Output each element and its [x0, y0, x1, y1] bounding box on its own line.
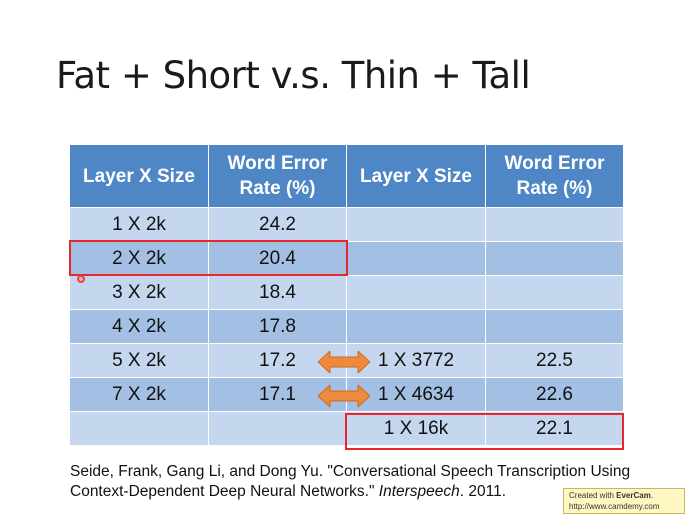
table-cell: 20.4	[208, 241, 347, 276]
table-row: 1 X 2k 24.2	[69, 207, 624, 242]
table-cell: 22.1	[485, 411, 624, 446]
table-cell	[346, 207, 486, 242]
header-layer-size-left: Layer X Size	[69, 144, 209, 208]
citation: Seide, Frank, Gang Li, and Dong Yu. "Con…	[70, 462, 670, 502]
table-row: 7 X 2k 17.1 1 X 4634 22.6	[69, 377, 624, 412]
watermark-brand: EverCam	[616, 491, 651, 500]
double-arrow-icon	[318, 351, 370, 373]
header-wer-right-text: Word Error Rate (%)	[504, 153, 605, 199]
table-cell	[346, 275, 486, 310]
table-header-row: Layer X Size Word Error Rate (%) Layer X…	[69, 144, 624, 208]
table-row: 2 X 2k 20.4	[69, 241, 624, 276]
evercam-watermark: Created with EverCam. http://www.camdemy…	[563, 488, 685, 514]
table-row: 1 X 16k 22.1	[69, 411, 624, 446]
cursor-pointer-icon	[77, 275, 85, 283]
table-cell	[485, 241, 624, 276]
table-cell: 2 X 2k	[69, 241, 209, 276]
table-cell: 1 X 16k	[346, 411, 486, 446]
double-arrow-icon	[318, 385, 370, 407]
table-row: 4 X 2k 17.8	[69, 309, 624, 344]
citation-venue: Interspeech	[378, 483, 460, 500]
citation-year: . 2011.	[459, 483, 507, 500]
table-cell	[208, 411, 347, 446]
header-wer-left: Word Error Rate (%)	[208, 144, 347, 208]
table-cell: 24.2	[208, 207, 347, 242]
table-cell	[346, 309, 486, 344]
table-row: 3 X 2k 18.4	[69, 275, 624, 310]
table-cell	[485, 207, 624, 242]
table-cell: 1 X 2k	[69, 207, 209, 242]
table-cell: 17.8	[208, 309, 347, 344]
table-cell: 7 X 2k	[69, 377, 209, 412]
table-cell: 4 X 2k	[69, 309, 209, 344]
table-cell: 17.1	[208, 377, 347, 412]
slide-title: Fat + Short v.s. Thin + Tall	[56, 54, 531, 97]
table-cell: 1 X 4634	[346, 377, 486, 412]
header-wer-right: Word Error Rate (%)	[485, 144, 624, 208]
citation-text: Seide, Frank, Gang Li, and Dong Yu. "Con…	[70, 463, 631, 500]
highlight-box-2x2k	[69, 240, 348, 276]
table-cell	[485, 309, 624, 344]
table-cell	[485, 275, 624, 310]
watermark-prefix: Created with	[569, 491, 617, 500]
highlight-box-1x16k	[345, 413, 624, 450]
watermark-suffix: .	[650, 491, 654, 500]
watermark-url: http://www.camdemy.com	[569, 502, 660, 511]
table-cell: 22.6	[485, 377, 624, 412]
table-cell: 3 X 2k	[69, 275, 209, 310]
header-layer-size-right: Layer X Size	[346, 144, 486, 208]
table-cell	[346, 241, 486, 276]
header-wer-left-text: Word Error Rate (%)	[227, 153, 328, 199]
results-table: Layer X Size Word Error Rate (%) Layer X…	[69, 144, 624, 446]
table-cell	[69, 411, 209, 446]
table-cell: 1 X 3772	[346, 343, 486, 378]
table-cell: 22.5	[485, 343, 624, 378]
table-cell: 5 X 2k	[69, 343, 209, 378]
table-cell: 18.4	[208, 275, 347, 310]
